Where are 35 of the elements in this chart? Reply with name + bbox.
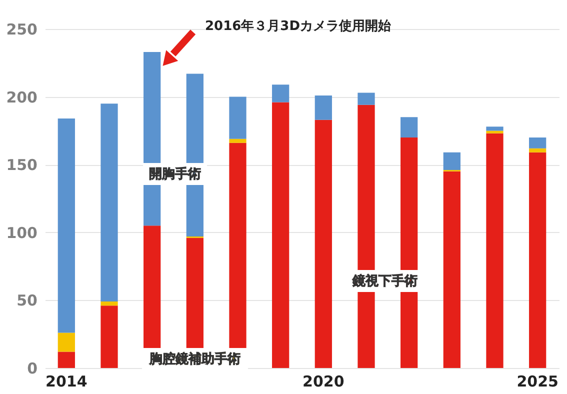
bar xyxy=(58,332,75,352)
text: 胸腔鏡補助手術 xyxy=(148,351,240,367)
x-tick-label: 2025 xyxy=(516,372,558,390)
y-tick-label: 150 xyxy=(6,156,38,174)
bar xyxy=(486,126,504,131)
annotation: 2016年３月3Dカメラ使用開始 xyxy=(205,19,392,34)
bar xyxy=(100,306,118,368)
bar xyxy=(529,152,546,368)
bar xyxy=(229,96,246,139)
y-tick-label: 100 xyxy=(6,224,38,242)
y-tick-label: 50 xyxy=(16,292,38,310)
bar xyxy=(229,138,246,143)
series-label: 開胸手術 xyxy=(149,166,201,182)
bar xyxy=(58,352,75,368)
y-tick-label: 0 xyxy=(27,360,38,378)
bar xyxy=(400,117,418,138)
bar xyxy=(529,137,546,148)
bar xyxy=(58,118,75,333)
bar xyxy=(100,104,118,302)
bar xyxy=(443,152,460,170)
bar xyxy=(100,302,118,306)
x-tick-label: 2014 xyxy=(46,372,88,390)
y-tick-label: 250 xyxy=(6,20,38,38)
x-tick-label: 2020 xyxy=(302,372,344,390)
bar xyxy=(314,120,332,368)
bar xyxy=(314,95,332,120)
bar xyxy=(358,92,375,105)
bar xyxy=(529,148,546,152)
bar xyxy=(272,84,290,102)
series-label: 鏡視下手術 xyxy=(352,273,418,289)
bar xyxy=(443,171,460,368)
bar xyxy=(486,130,504,134)
bar xyxy=(486,133,504,368)
y-tick-label: 200 xyxy=(6,88,38,106)
bar xyxy=(272,102,290,368)
